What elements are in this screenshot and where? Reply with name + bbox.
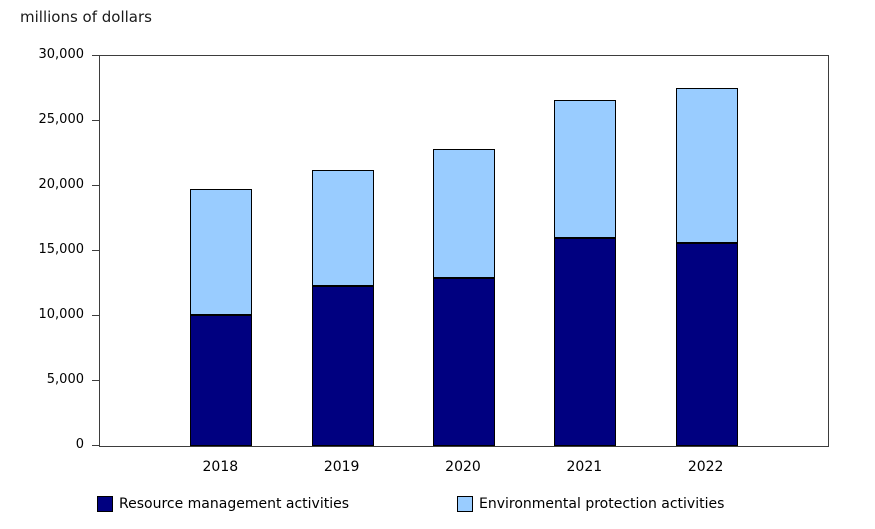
- chart-title: millions of dollars: [20, 8, 152, 26]
- y-axis-tick-label-15000: 15,000: [38, 242, 85, 257]
- bar-segment-2019-series-1: [312, 170, 374, 286]
- y-axis-tick-mark-10000: [92, 315, 99, 316]
- legend: Resource management activities Environme…: [0, 496, 875, 516]
- x-axis-label-2018: 2018: [202, 459, 239, 475]
- y-axis-tick-mark-20000: [92, 185, 99, 186]
- legend-item-resource-management: Resource management activities: [97, 496, 349, 512]
- y-axis-tick-label-10000: 10,000: [38, 307, 85, 322]
- x-axis-label-2022: 2022: [687, 459, 724, 475]
- x-axis-label-2021: 2021: [566, 459, 603, 475]
- x-axis-label-2019: 2019: [323, 459, 360, 475]
- y-axis-tick-label-20000: 20,000: [38, 177, 85, 192]
- bar-segment-2020-series-0: [433, 278, 495, 446]
- bar-segment-2021-series-0: [554, 238, 616, 446]
- legend-label-environmental-protection: Environmental protection activities: [479, 496, 725, 512]
- bar-segment-2018-series-0: [190, 315, 252, 446]
- bar-segment-2022-series-0: [676, 243, 738, 446]
- y-axis-tick-label-25000: 25,000: [38, 112, 85, 127]
- y-axis-tick-label-0: 0: [75, 437, 84, 452]
- y-axis-tick-mark-15000: [92, 250, 99, 251]
- plot-area: [99, 55, 829, 447]
- y-axis-tick-mark-5000: [92, 380, 99, 381]
- legend-label-resource-management: Resource management activities: [119, 496, 350, 512]
- bar-segment-2022-series-1: [676, 88, 738, 243]
- legend-swatch-environmental-protection: [457, 496, 473, 512]
- y-axis-tick-mark-0: [92, 445, 99, 446]
- legend-swatch-resource-management: [97, 496, 113, 512]
- y-axis-tick-mark-30000: [92, 55, 99, 56]
- x-axis-label-2020: 2020: [445, 459, 481, 475]
- bar-segment-2018-series-1: [190, 189, 252, 315]
- y-axis-tick-label-5000: 5,000: [46, 372, 84, 387]
- bar-segment-2019-series-0: [312, 286, 374, 446]
- legend-item-environmental-protection: Environmental protection activities: [457, 496, 724, 512]
- y-axis-tick-label-30000: 30,000: [38, 47, 85, 62]
- y-axis-tick-mark-25000: [92, 120, 99, 121]
- bar-segment-2021-series-1: [554, 100, 616, 238]
- bar-segment-2020-series-1: [433, 149, 495, 278]
